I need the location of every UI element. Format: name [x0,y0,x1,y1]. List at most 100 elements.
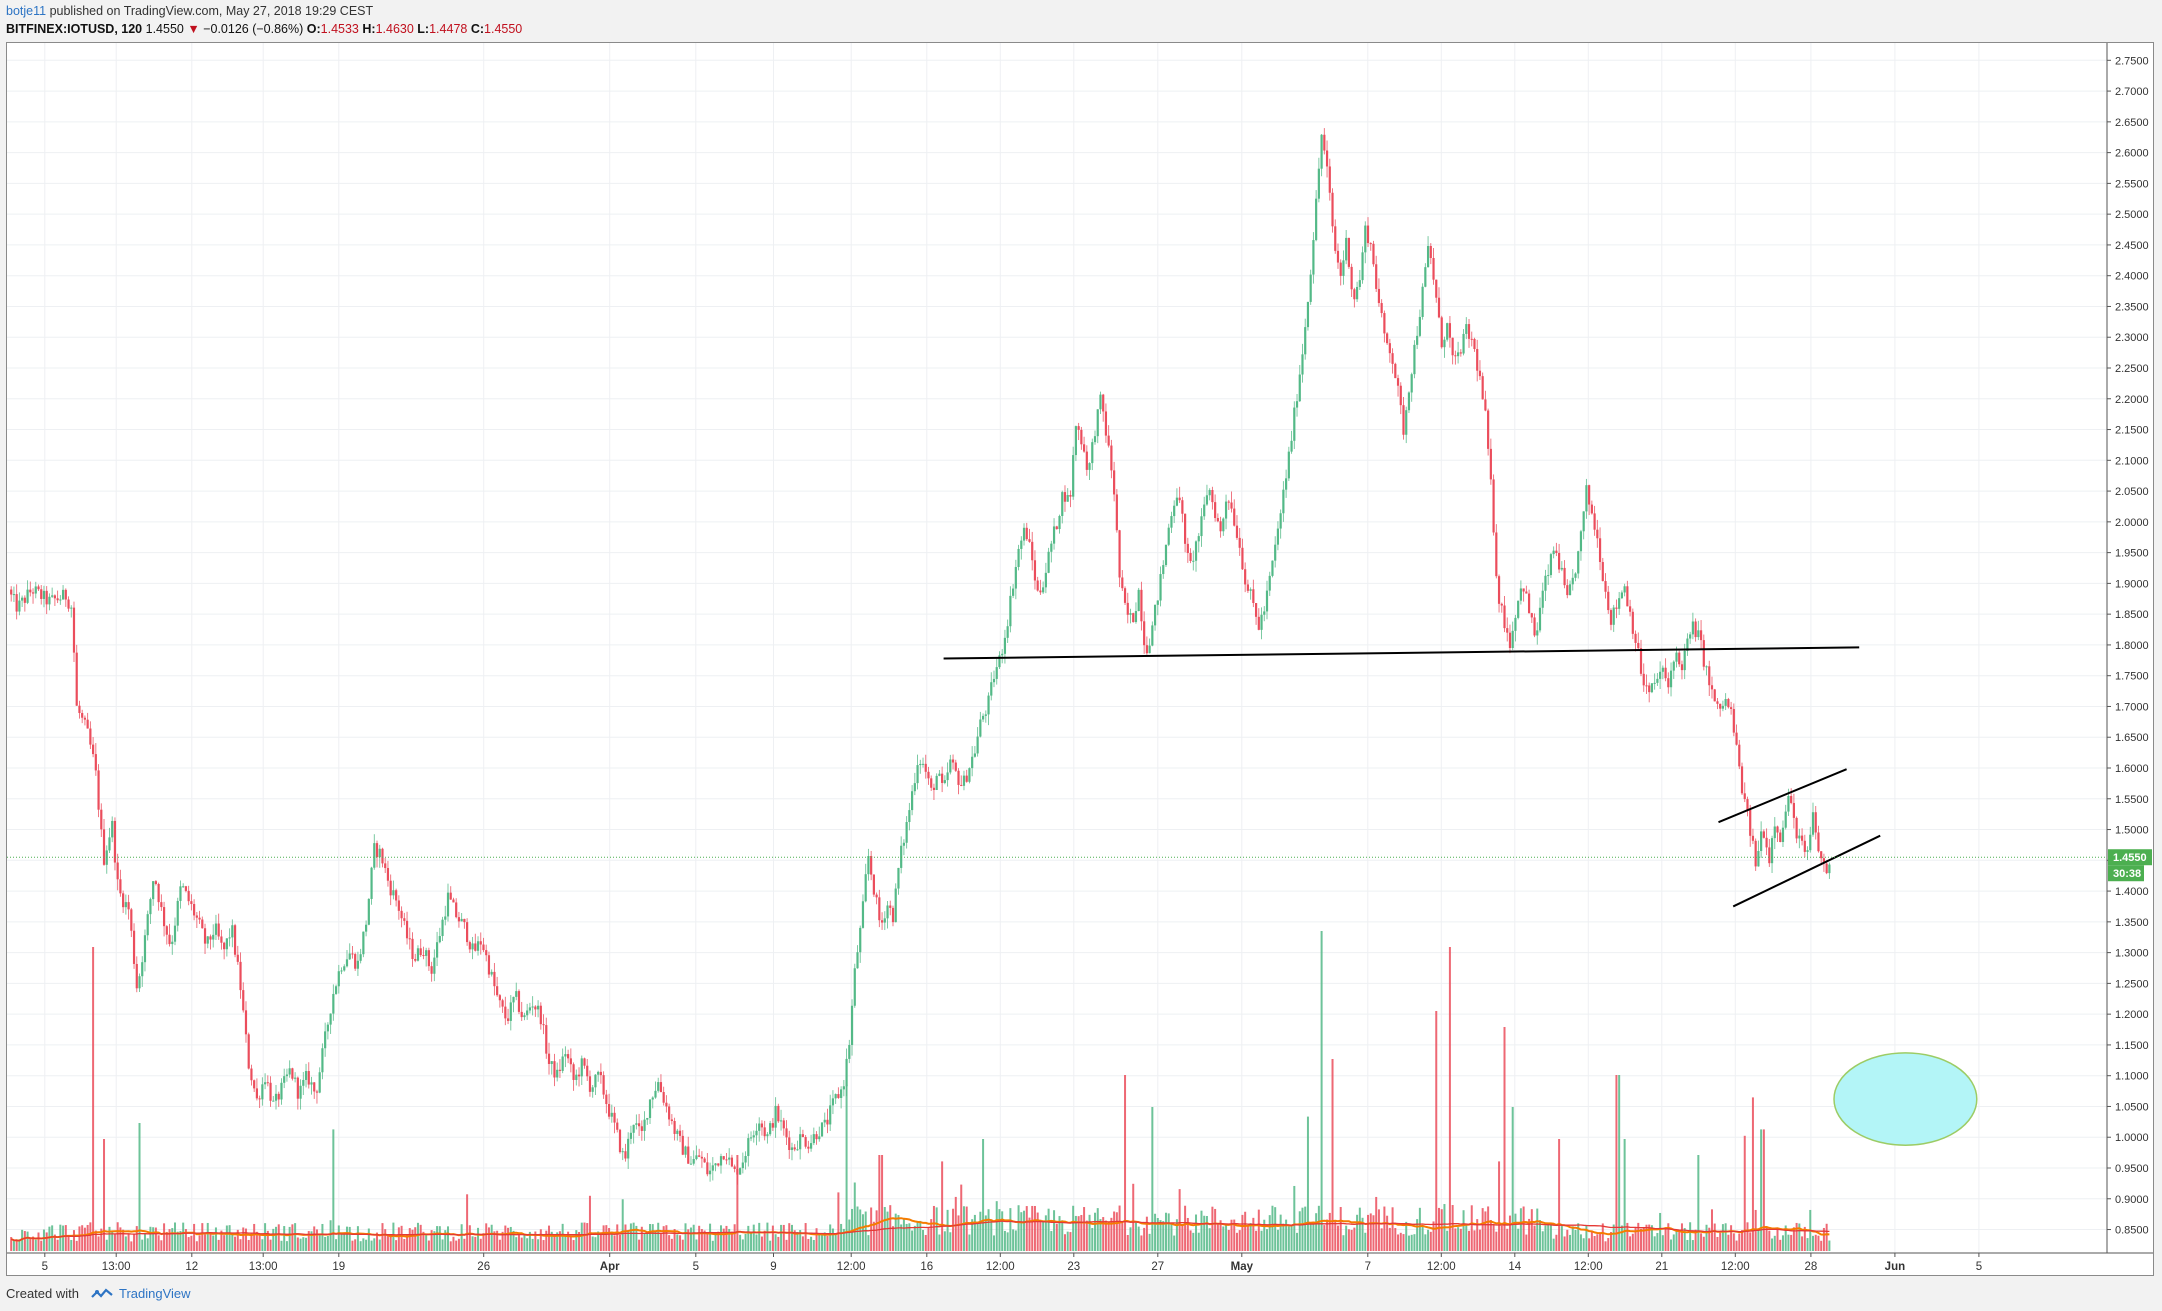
candle-body [1803,840,1806,852]
candle-body [1585,485,1588,512]
candle-body [1784,811,1787,828]
channel-top-line[interactable] [1718,768,1847,824]
candle-body [1140,589,1143,622]
volume-bar [1634,1227,1637,1251]
candle-body [1533,617,1536,636]
volume-bar [119,1227,122,1251]
volume-bar [1085,1220,1088,1251]
bar-timer-tag [2108,865,2144,882]
candle-body [829,1105,832,1125]
candle-body [1224,501,1228,519]
candle-body [665,1102,668,1107]
candle-body [1260,614,1263,630]
trend-lines[interactable] [943,646,1978,1146]
volume-bar [48,1226,51,1251]
candle-body [78,705,81,714]
volume-bar [1350,1229,1353,1251]
volume-bar [971,1219,974,1251]
candle-body [72,607,76,653]
volume-bar [427,1240,430,1251]
author-link[interactable]: botje11 [6,4,47,18]
candle-body [1713,689,1716,702]
candle-body [561,1056,564,1071]
support-line[interactable] [943,646,1860,660]
volume-bar [766,1222,769,1251]
chart-panel[interactable]: 2.7500 2.7000 2.6500 2.6000 2.5500 2.5000 2.45… [6,42,2154,1276]
volume-bar [979,1211,982,1251]
volume-bar [1391,1207,1394,1251]
time-axis[interactable]: 5 13:00 12 13:00 19 26 Apr 5 9 12:00 16 12:00 23 27 Ma… [7,1252,2153,1273]
volume-bar [1192,1232,1195,1251]
candle-body [498,995,501,1001]
candle-body [277,1093,280,1100]
candle-body [152,881,155,900]
candle-body [905,822,908,843]
candle-body [157,883,160,903]
volume-bar [1107,1221,1110,1251]
volume-bar [788,1223,791,1251]
candle-body [244,1010,248,1035]
target-ellipse[interactable] [1833,1052,1978,1146]
volume-bar [223,1235,226,1251]
candle-body [1437,297,1441,318]
candle-body [1473,338,1476,350]
volume-bar [1492,1225,1495,1251]
volume-bar [1781,1235,1784,1251]
candle-body [927,771,930,779]
candlestick-chart[interactable]: 2.7500 2.7000 2.6500 2.6000 2.5500 2.5000 2.45… [7,43,2153,1275]
volume-bar [408,1228,411,1251]
candle-body [758,1123,761,1131]
candle-body [509,1002,512,1021]
candle-body [1274,544,1277,561]
candle-body [1001,653,1004,656]
candle-body [572,1064,575,1080]
candle-body [1052,526,1056,544]
volume-bar [236,1229,239,1251]
volume-bar [834,1233,837,1251]
volume-bar [774,1234,777,1251]
volume-bar [1828,1240,1831,1251]
volume-bar [706,1232,709,1251]
y-tick-label: 1.5000 [2115,825,2149,837]
volume-bar [70,1239,73,1251]
candle-body [597,1071,600,1075]
candle-body [138,976,141,989]
volume-bar [305,1237,308,1251]
candle-body [485,950,488,956]
volume-bar [498,1239,501,1251]
volume-bar [1601,1223,1604,1251]
candle-body [1088,463,1091,470]
volume-bar [1650,1225,1653,1251]
candle-body [1388,343,1391,354]
volume-bar [1323,1225,1326,1251]
candle-body [362,931,365,955]
price-axis[interactable]: 2.7500 2.7000 2.6500 2.6000 2.5500 2.5000 2.45… [7,43,2152,1253]
x-tick-label: 19 [332,1261,345,1273]
channel-bottom-line[interactable] [1732,834,1881,908]
volume-bar [1478,1229,1481,1251]
candle-body [247,1034,250,1069]
volume-bar [10,1237,13,1251]
volume-bar [1716,1236,1719,1251]
open-value: 1.4533 [320,22,359,36]
candle-body [1263,611,1266,615]
volume-bar [272,1228,275,1251]
candle-body [1315,198,1318,241]
candle-body [605,1094,608,1105]
tradingview-link[interactable]: TradingView [118,1286,191,1301]
candle-body [408,938,411,940]
volume-bar [138,1123,141,1251]
volume-bar [1749,1232,1752,1251]
candle-body [861,901,865,928]
candle-body [853,968,856,1006]
candle-body [1244,569,1247,585]
volume-bar [654,1230,657,1251]
volume-bar [228,1225,231,1251]
volume-bar [640,1226,643,1251]
candle-body [1773,826,1776,839]
candle-body [820,1122,824,1137]
volume-bar [1058,1216,1061,1251]
volume-bar [1407,1235,1410,1251]
volume-bar [1154,1213,1157,1251]
volume-bar [452,1236,455,1251]
